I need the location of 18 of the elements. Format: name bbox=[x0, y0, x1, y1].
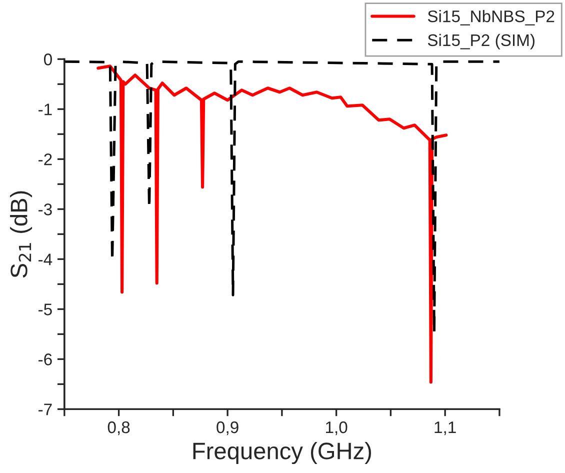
x-tick-label: 1,1 bbox=[434, 422, 456, 436]
y-tick-label: 0 bbox=[44, 54, 52, 66]
y-tick-label: -6 bbox=[38, 354, 52, 366]
y-tick-label: -4 bbox=[38, 254, 52, 266]
x-tick-label: 0,8 bbox=[108, 421, 130, 436]
y-tick-label: -7 bbox=[38, 404, 52, 416]
x-tick-label: 0,9 bbox=[216, 421, 238, 436]
y-tick-label: -3 bbox=[38, 204, 52, 216]
legend-label: Si15_P2 (SIM) bbox=[428, 34, 534, 50]
legend-label: Si15_NbNBS_P2 bbox=[428, 10, 554, 26]
x-axis-title: Frequency (GHz) bbox=[193, 442, 372, 464]
line-series bbox=[64, 60, 500, 334]
y-tick-label: -5 bbox=[38, 304, 52, 316]
y-tick-label: -2 bbox=[38, 154, 52, 166]
y-tick-label: -1 bbox=[38, 104, 52, 116]
line-series bbox=[96, 64, 448, 384]
x-tick-label: 1,0 bbox=[326, 421, 348, 436]
y-axis-title: S$_{21}$ (dB) bbox=[10, 191, 32, 278]
